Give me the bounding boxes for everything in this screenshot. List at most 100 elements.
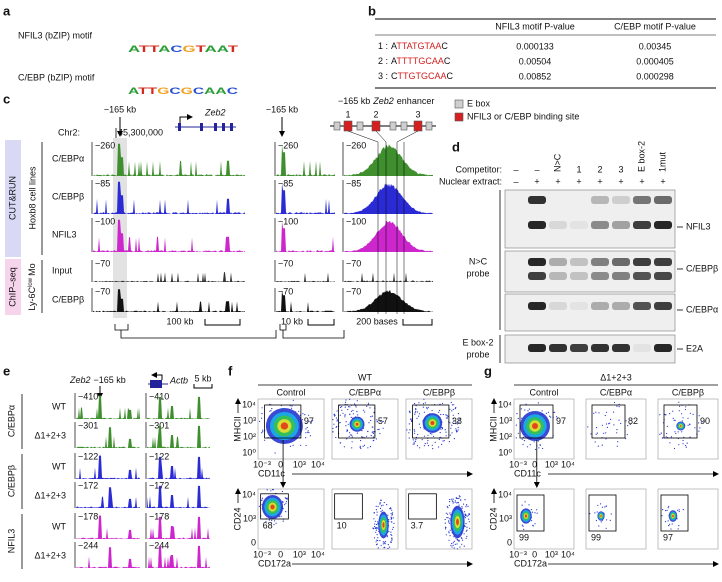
event — [616, 432, 618, 434]
event — [442, 402, 444, 405]
event — [603, 432, 605, 434]
event — [408, 423, 410, 425]
motif-letter: A — [128, 86, 140, 96]
event — [274, 520, 276, 522]
event — [515, 437, 517, 439]
group-title: WT — [358, 372, 372, 382]
event — [431, 433, 433, 435]
event — [458, 421, 460, 423]
signal-track — [93, 219, 245, 252]
event — [457, 413, 460, 415]
ebox — [425, 121, 433, 131]
event — [463, 511, 466, 513]
event — [416, 417, 418, 419]
event — [390, 533, 392, 536]
event — [386, 535, 388, 537]
event — [424, 402, 426, 404]
event — [531, 511, 534, 513]
event — [373, 518, 375, 520]
event — [359, 446, 361, 449]
event — [464, 514, 466, 516]
event — [390, 517, 392, 519]
density — [430, 421, 435, 425]
event — [289, 405, 291, 407]
gel — [504, 250, 676, 293]
density — [679, 425, 682, 427]
event — [422, 403, 425, 405]
event — [668, 525, 670, 527]
event — [444, 528, 447, 530]
group-box — [5, 140, 21, 257]
signal-track — [93, 143, 245, 176]
event — [677, 509, 679, 511]
track-name: C/EBPβ — [52, 191, 84, 201]
table-sequence-part: A — [391, 56, 397, 66]
gate — [412, 404, 450, 439]
event — [270, 490, 272, 492]
event — [373, 431, 375, 433]
event — [698, 415, 700, 417]
event — [376, 419, 378, 421]
event — [372, 436, 374, 438]
event — [554, 411, 556, 413]
event — [387, 547, 389, 550]
event — [382, 541, 384, 543]
event — [332, 427, 334, 430]
event — [458, 540, 460, 542]
event — [391, 513, 394, 515]
event — [376, 539, 378, 541]
event — [528, 504, 530, 506]
event — [346, 438, 348, 440]
event — [284, 504, 286, 506]
track-name: C/EBPα — [52, 153, 84, 163]
event — [289, 445, 292, 447]
gel — [504, 293, 676, 332]
event — [542, 447, 544, 450]
signal-track — [276, 221, 335, 252]
event — [375, 438, 377, 440]
gene-exon — [178, 123, 181, 131]
band — [654, 196, 672, 204]
event — [441, 443, 443, 445]
band — [633, 272, 651, 280]
event — [665, 436, 667, 438]
event — [682, 417, 684, 419]
event — [306, 426, 308, 429]
event — [383, 547, 385, 549]
event — [373, 511, 375, 514]
event — [366, 405, 368, 407]
event — [390, 508, 392, 510]
event — [451, 498, 453, 500]
event — [292, 444, 294, 446]
event — [440, 428, 442, 430]
band — [549, 221, 567, 229]
event — [281, 490, 283, 493]
band — [612, 272, 630, 280]
table-sequence-part: 2 : — [378, 56, 388, 66]
table-cell: 0.00504 — [519, 56, 552, 66]
table-sequence-part: TTTTGCAA — [396, 56, 444, 66]
signal-track — [147, 425, 210, 448]
band — [570, 221, 588, 229]
signal-track — [344, 272, 433, 282]
gene-exon — [150, 380, 162, 388]
event — [426, 408, 428, 410]
event — [522, 443, 524, 445]
event — [424, 443, 426, 445]
event — [414, 432, 416, 434]
event — [271, 519, 273, 522]
event — [426, 442, 428, 444]
event — [445, 414, 447, 416]
event — [308, 420, 310, 422]
event — [596, 511, 598, 513]
event — [452, 544, 454, 547]
event — [367, 430, 369, 432]
table-sequence-part: TTGTGCAA — [398, 71, 447, 81]
event — [348, 435, 350, 437]
band — [570, 258, 588, 266]
track-scale: −100 — [95, 216, 115, 226]
event — [521, 417, 523, 419]
signal-track — [276, 290, 335, 312]
event — [373, 439, 375, 441]
event — [375, 523, 378, 526]
